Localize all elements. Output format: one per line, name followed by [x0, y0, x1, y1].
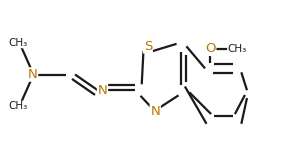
Text: N: N [98, 84, 107, 97]
Text: CH₃: CH₃ [8, 38, 27, 48]
Text: N: N [150, 105, 160, 118]
Text: CH₃: CH₃ [8, 101, 27, 111]
Text: S: S [144, 40, 152, 53]
Text: N: N [28, 68, 38, 81]
Text: CH₃: CH₃ [228, 44, 247, 54]
Text: O: O [205, 42, 216, 55]
